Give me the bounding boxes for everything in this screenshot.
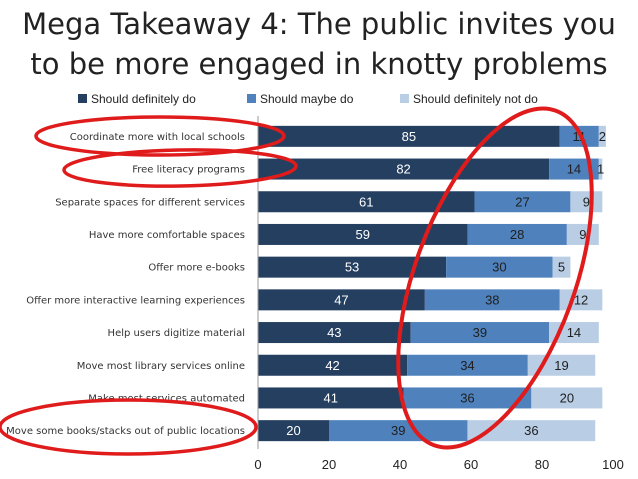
category-label-move-some-books-stacks-out-of-public-locations: Move some books/stacks out of public loc… bbox=[6, 426, 245, 437]
chart-legend: Should definitely do Should maybe do Shoul… bbox=[78, 92, 538, 106]
legend-label-should-definitely-not-do: Should definitely not do bbox=[413, 92, 538, 106]
bar-should-definitely-do-4 bbox=[258, 223, 468, 245]
bar-should-definitely-do-5 bbox=[258, 256, 447, 278]
data-label-should-definitely-do-7: 43 bbox=[327, 325, 341, 340]
data-label-should-definitely-do-10: 20 bbox=[286, 423, 300, 438]
data-label-should-definitely-do-4: 59 bbox=[355, 227, 369, 242]
bar-should-maybe-do-6 bbox=[424, 289, 560, 311]
data-label-should-definitely-not-do-5: 5 bbox=[558, 260, 565, 275]
bar-should-definitely-do-6 bbox=[258, 289, 425, 311]
legend-swatch-should-maybe-do bbox=[247, 94, 256, 103]
bar-should-definitely-not-do-10 bbox=[467, 420, 596, 442]
annotation-ellipse-literacy bbox=[62, 148, 298, 188]
x-tick-60: 60 bbox=[464, 457, 478, 472]
data-label-should-definitely-do-5: 53 bbox=[345, 260, 359, 275]
legend-label-should-maybe-do: Should maybe do bbox=[260, 92, 354, 106]
bar-should-definitely-do-9 bbox=[258, 387, 404, 409]
bar-should-definitely-not-do-1 bbox=[598, 125, 606, 147]
data-label-should-definitely-not-do-1: 2 bbox=[599, 129, 606, 144]
bar-should-maybe-do-9 bbox=[403, 387, 532, 409]
data-label-should-maybe-do-6: 38 bbox=[485, 292, 499, 307]
annotation-ellipse-schools bbox=[34, 115, 286, 157]
data-label-should-maybe-do-7: 39 bbox=[473, 325, 487, 340]
category-label-separate-spaces-for-different-services: Separate spaces for different services bbox=[55, 197, 245, 208]
data-label-should-maybe-do-3: 27 bbox=[515, 194, 529, 209]
bar-should-maybe-do-5 bbox=[446, 256, 553, 278]
data-label-should-definitely-not-do-10: 36 bbox=[524, 423, 538, 438]
bar-should-maybe-do-8 bbox=[407, 354, 528, 376]
legend-swatch-should-definitely-do bbox=[78, 94, 87, 103]
data-label-should-definitely-do-6: 47 bbox=[334, 292, 348, 307]
bar-should-definitely-not-do-5 bbox=[552, 256, 571, 278]
bar-should-maybe-do-2 bbox=[549, 158, 599, 180]
bar-should-definitely-do-2 bbox=[258, 158, 550, 180]
data-label-should-definitely-do-3: 61 bbox=[359, 194, 373, 209]
x-tick-20: 20 bbox=[322, 457, 336, 472]
x-tick-40: 40 bbox=[393, 457, 407, 472]
legend-label-should-definitely-do: Should definitely do bbox=[91, 92, 196, 106]
bar-should-definitely-do-10 bbox=[258, 420, 329, 442]
category-label-offer-more-interactive-learning-experiences: Offer more interactive learning experien… bbox=[26, 295, 245, 306]
x-tick-80: 80 bbox=[535, 457, 549, 472]
data-label-should-definitely-not-do-9: 20 bbox=[560, 390, 574, 405]
data-label-should-definitely-not-do-2: 1 bbox=[597, 162, 604, 177]
data-label-should-maybe-do-10: 39 bbox=[391, 423, 405, 438]
x-tick-0: 0 bbox=[254, 457, 261, 472]
data-label-should-definitely-not-do-6: 12 bbox=[574, 292, 588, 307]
data-label-should-definitely-not-do-4: 9 bbox=[579, 227, 586, 242]
category-labels: Coordinate more with local schools Free l… bbox=[6, 132, 245, 437]
data-label-should-definitely-do-2: 82 bbox=[396, 162, 410, 177]
title-line-1: Mega Takeaway 4: The public invites you bbox=[22, 7, 616, 41]
bar-should-definitely-do-8 bbox=[258, 354, 408, 376]
data-label-should-maybe-do-5: 30 bbox=[492, 260, 506, 275]
category-label-help-users-digitize-material: Help users digitize material bbox=[108, 328, 245, 339]
bar-should-definitely-not-do-3 bbox=[570, 191, 603, 213]
category-label-have-more-comfortable-spaces: Have more comfortable spaces bbox=[89, 230, 245, 241]
data-label-should-maybe-do-2: 14 bbox=[567, 162, 581, 177]
data-label-should-maybe-do-8: 34 bbox=[460, 358, 474, 373]
bar-should-definitely-not-do-9 bbox=[531, 387, 603, 409]
category-label-free-literacy-programs: Free literacy programs bbox=[132, 165, 245, 176]
annotation-ellipse-maybe-do bbox=[396, 106, 594, 450]
category-label-move-most-library-services-online: Move most library services online bbox=[77, 361, 245, 372]
bar-should-maybe-do-4 bbox=[467, 223, 567, 245]
title-line-2: to be more engaged in knotty problems bbox=[30, 47, 608, 81]
data-label-should-maybe-do-9: 36 bbox=[460, 390, 474, 405]
bar-should-maybe-do-7 bbox=[410, 322, 550, 344]
bar-should-maybe-do-3 bbox=[474, 191, 571, 213]
category-label-coordinate-more-with-local-schools: Coordinate more with local schools bbox=[70, 132, 245, 143]
slide-title: Mega Takeaway 4: The public invites you … bbox=[0, 4, 638, 84]
x-tick-100: 100 bbox=[602, 457, 624, 472]
legend-swatch-should-definitely-not-do bbox=[400, 94, 409, 103]
bar-should-definitely-do-3 bbox=[258, 191, 475, 213]
data-label-should-definitely-do-1: 85 bbox=[402, 129, 416, 144]
data-label-should-definitely-do-8: 42 bbox=[325, 358, 339, 373]
category-label-make-most-services-automated: Make most services automated bbox=[88, 393, 245, 404]
bar-should-maybe-do-10 bbox=[329, 420, 468, 442]
bar-should-definitely-not-do-2 bbox=[598, 158, 603, 180]
data-label-should-definitely-not-do-3: 9 bbox=[583, 194, 590, 209]
bar-should-definitely-do-7 bbox=[258, 322, 411, 344]
data-label-should-maybe-do-4: 28 bbox=[510, 227, 524, 242]
category-label-offer-more-e-books: Offer more e-books bbox=[148, 263, 245, 274]
red-annotations bbox=[0, 106, 594, 456]
annotation-ellipse-books-stacks bbox=[0, 398, 258, 456]
data-label-should-definitely-do-9: 41 bbox=[324, 390, 338, 405]
data-label-should-definitely-not-do-7: 14 bbox=[567, 325, 581, 340]
x-axis: 0 20 40 60 80 100 bbox=[254, 116, 624, 472]
data-label-should-definitely-not-do-8: 19 bbox=[554, 358, 568, 373]
